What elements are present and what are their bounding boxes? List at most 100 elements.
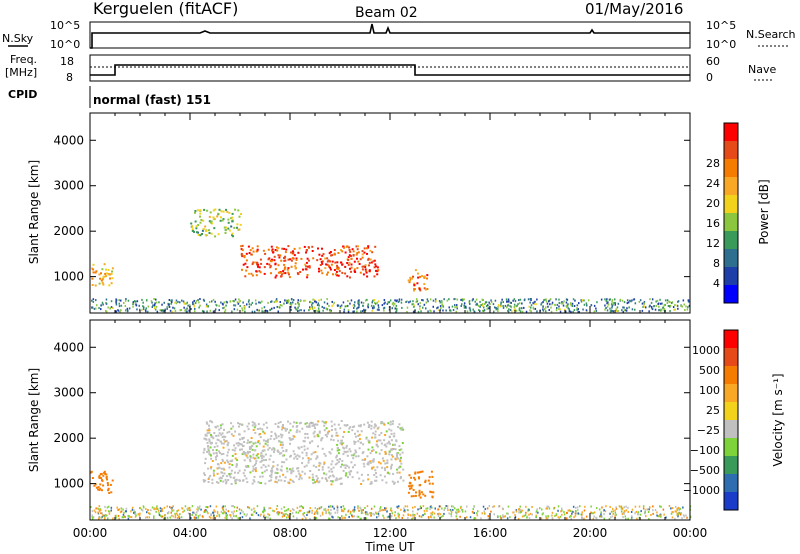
echo-cell [353,260,356,263]
echo-cell [290,259,293,262]
echo-cell [375,269,377,272]
echo-cell [466,516,468,519]
echo-cell [231,454,234,457]
echo-cell [234,298,237,301]
echo-cell [558,517,561,520]
echo-cell [576,512,578,515]
echo-cell [187,304,189,307]
echo-cell [426,288,429,290]
echo-cell [208,515,211,518]
echo-cell [362,479,365,482]
echo-cell [419,289,422,292]
echo-cell [612,302,615,305]
echo-cell [291,467,294,470]
echo-cell [608,517,611,520]
echo-cell [576,308,578,311]
echo-cell [663,513,665,516]
echo-cell [240,443,243,446]
echo-cell [300,446,303,449]
echo-cell [252,250,255,253]
echo-cell [543,299,545,302]
echo-cell [313,430,316,433]
echo-cell [484,508,487,511]
echo-cell [386,303,389,305]
echo-cell [577,310,579,313]
echo-cell [551,301,554,304]
echo-cell [180,309,183,311]
echo-cell [450,509,453,512]
echo-cell [359,441,362,444]
echo-cell [614,513,617,516]
echo-cell [330,420,333,423]
echo-cell [542,512,544,515]
echo-cell [225,512,227,515]
echo-cell [623,510,626,513]
echo-cell [344,305,347,308]
echo-cell [229,460,232,463]
echo-cell [215,481,218,484]
echo-cell [115,301,117,304]
echo-cell [396,308,398,311]
echo-cell [681,305,683,308]
echo-cell [108,510,111,513]
echo-cell [328,451,331,454]
echo-cell [433,512,436,515]
echo-cell [336,447,339,449]
echo-cell [283,480,286,482]
echo-cell [374,469,377,472]
y-tick-label: 3000 [53,386,84,400]
echo-cell [377,511,380,514]
echo-cell [210,466,213,469]
echo-cell [345,446,348,449]
echo-cell [167,302,169,305]
echo-cell [307,246,310,249]
echo-cell [245,252,248,255]
echo-cell [452,505,455,508]
echo-cell [219,427,222,430]
echo-cell [242,436,245,439]
echo-cell [287,514,289,516]
echo-cell [334,479,337,482]
echo-cell [351,515,354,518]
echo-cell [256,505,259,508]
echo-cell [353,310,355,313]
echo-cell [175,302,178,305]
echo-cell [276,305,278,308]
echo-cell [479,310,481,313]
echo-cell [634,512,636,515]
echo-cell [487,515,489,518]
echo-cell [387,301,389,304]
echo-cell [332,466,335,469]
echo-cell [634,505,637,508]
echo-cell [158,512,160,515]
echo-cell [314,481,316,484]
echo-cell [97,511,99,514]
echo-cell [423,509,426,512]
echo-cell [231,448,234,451]
echo-cell [276,450,279,453]
echo-cell [287,420,289,423]
echo-cell [251,263,254,266]
echo-cell [203,480,206,483]
echo-cell [477,304,480,307]
echo-cell [439,513,442,516]
echo-cell [429,508,431,511]
echo-cell [264,482,267,485]
echo-cell [362,304,364,307]
echo-cell [625,309,628,312]
echo-cell [160,510,162,513]
echo-cell [347,259,350,261]
echo-cell [338,477,341,480]
echo-cell [102,474,105,477]
echo-cell [174,516,177,519]
echo-cell [480,304,482,306]
echo-cell [202,479,205,482]
echo-cell [550,306,552,309]
echo-cell [207,305,209,308]
echo-cell [253,310,256,313]
echo-cell [546,507,548,510]
y-tick-label: 4000 [53,133,84,147]
echo-cell [656,299,659,302]
echo-cell [276,467,278,470]
